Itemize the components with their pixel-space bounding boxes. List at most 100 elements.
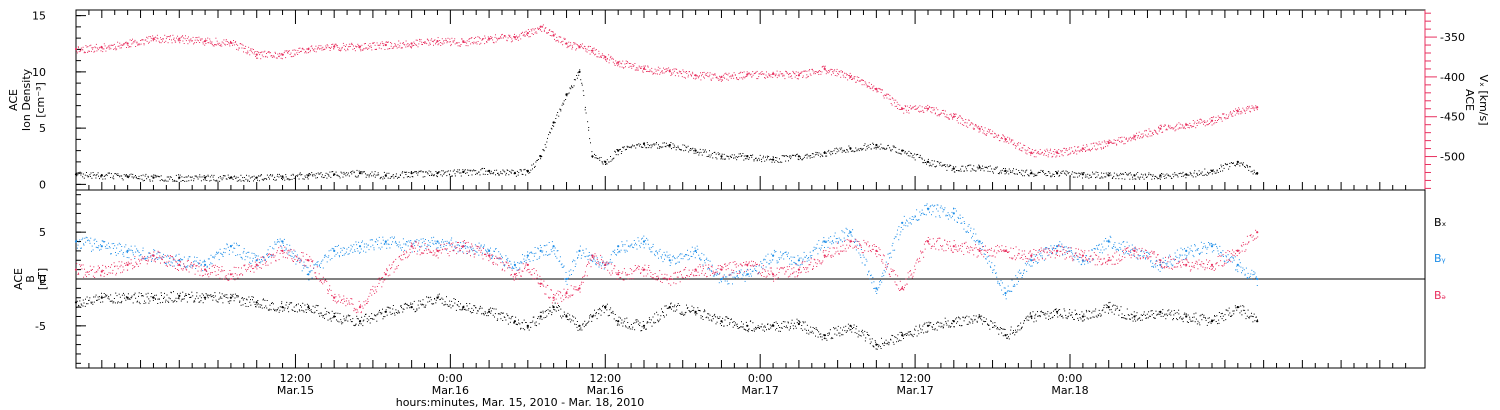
by-trace [758,265,760,267]
density-trace [743,159,745,161]
density-trace [505,174,507,176]
vx-trace [775,74,777,76]
density-trace [1160,176,1162,178]
density-trace [562,102,564,104]
vx-trace [508,34,510,36]
by-trace [485,249,486,251]
by-trace [767,253,769,255]
vx-trace [247,52,249,54]
vx-trace [448,41,450,43]
density-trace [129,174,131,176]
vx-trace [1001,137,1003,138]
vx-trace [251,48,253,50]
vx-trace [109,46,111,48]
vx-trace [988,128,989,130]
vx-trace [351,44,353,46]
vx-trace [251,52,253,54]
by-trace [163,257,165,258]
by-trace [293,257,295,259]
vx-trace [897,103,899,105]
vx-trace [1196,122,1198,124]
vx-trace [801,71,803,73]
vx-trace [661,71,663,72]
density-trace [189,176,191,178]
top-ylabel-line-2: Ion Density [20,68,33,131]
density-trace [1213,171,1215,173]
density-trace [1196,173,1198,175]
density-trace [878,145,880,147]
by-trace [363,246,365,248]
vx-trace [415,39,417,41]
density-trace [587,121,589,123]
by-trace [852,229,854,231]
by-trace [876,288,878,290]
vx-trace [232,42,234,44]
vx-trace [1140,133,1142,135]
by-trace [970,230,971,232]
vx-trace [111,44,113,46]
density-trace [478,171,480,173]
vx-trace [731,74,733,76]
density-trace [1222,165,1224,166]
by-trace [414,245,416,247]
vx-trace [321,47,323,49]
by-trace [783,258,785,260]
by-trace [1177,260,1179,262]
by-trace [437,247,439,249]
vx-trace [1152,132,1154,134]
density-trace [566,95,568,97]
vx-trace [581,45,582,47]
density-trace [494,169,496,171]
by-trace [1218,253,1220,255]
vx-trace [707,72,709,74]
by-trace [890,256,892,258]
vx-trace [166,36,168,38]
by-trace [237,254,239,256]
density-trace [193,178,195,180]
vx-trace [693,77,695,79]
vx-trace [922,109,924,111]
vx-trace [285,57,287,59]
by-trace [471,249,473,251]
density-trace [464,169,466,171]
by-trace [1122,241,1124,243]
by-trace [787,252,789,254]
density-trace [1066,174,1067,176]
by-trace [1108,245,1109,247]
vx-trace [85,45,87,47]
by-trace [104,246,106,248]
vx-trace [865,82,867,84]
vx-trace [332,43,334,45]
vx-trace [253,49,254,50]
by-trace [972,235,973,237]
by-trace [132,250,133,252]
vx-trace [439,40,441,41]
vx-trace [1069,147,1071,149]
density-trace [268,176,270,178]
density-trace [1023,175,1025,177]
density-trace [1166,173,1168,175]
vx-trace [384,49,386,50]
by-trace [125,251,127,253]
density-trace [659,146,660,148]
by-trace [711,271,713,273]
vx-trace [732,75,734,77]
by-trace [1001,289,1003,291]
vx-trace [464,41,466,43]
by-trace [498,251,500,253]
vx-trace [528,36,530,38]
density-trace [1146,176,1148,178]
density-trace [706,156,708,157]
density-trace [1103,172,1105,174]
vx-trace [736,77,738,79]
by-trace [860,249,862,250]
vx-trace [552,31,554,32]
by-trace [315,264,317,266]
by-trace [566,283,568,285]
density-trace [810,155,812,157]
by-trace [85,241,87,243]
vx-trace [791,75,792,77]
density-trace [1087,173,1089,175]
density-trace [498,174,499,176]
by-trace [1133,247,1135,249]
